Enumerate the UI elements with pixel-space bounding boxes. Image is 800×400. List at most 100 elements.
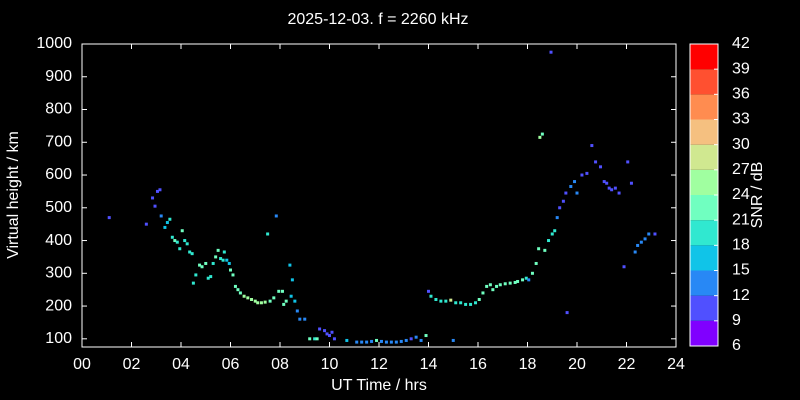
data-point <box>272 296 276 300</box>
data-point <box>236 288 240 292</box>
data-point <box>503 282 507 286</box>
colorbar-bin <box>690 144 718 170</box>
data-point <box>375 338 379 342</box>
colorbar-bin <box>690 270 718 296</box>
colorbar-tick-label: 33 <box>732 111 750 128</box>
data-point <box>198 263 202 267</box>
data-point <box>449 298 453 302</box>
data-point <box>211 261 215 265</box>
data-point <box>565 311 569 315</box>
data-point <box>216 248 220 252</box>
data-point <box>394 340 398 344</box>
data-point <box>155 189 159 193</box>
data-point <box>429 294 433 298</box>
data-point <box>521 278 525 282</box>
colorbar-tick-label: 36 <box>732 86 750 103</box>
x-axis-label: UT Time / hrs <box>331 377 427 394</box>
data-point <box>250 298 254 302</box>
data-point <box>384 340 388 344</box>
data-point <box>414 335 418 339</box>
colorbar-bin <box>690 169 718 195</box>
data-point <box>459 301 463 305</box>
data-point <box>643 237 647 241</box>
data-point <box>564 191 568 195</box>
colorbar-bin <box>690 119 718 145</box>
data-point <box>454 301 458 305</box>
data-point <box>464 302 468 306</box>
data-point <box>253 299 257 303</box>
data-point <box>636 243 640 247</box>
colorbar-bin <box>690 295 718 321</box>
colorbar-bin <box>690 94 718 120</box>
data-point <box>605 181 609 185</box>
data-point <box>222 250 226 254</box>
data-point <box>180 229 184 233</box>
data-point <box>488 283 492 287</box>
data-point <box>516 279 520 283</box>
data-point <box>188 250 192 254</box>
data-point <box>495 284 499 288</box>
y-tick-label: 800 <box>45 101 72 118</box>
y-tick-label: 100 <box>45 330 72 347</box>
data-point <box>547 239 551 243</box>
data-point <box>345 338 349 342</box>
colorbar-tick-label: 27 <box>732 161 750 178</box>
data-point <box>540 132 544 136</box>
data-point <box>190 252 194 256</box>
x-tick-label: 14 <box>420 356 438 373</box>
data-point <box>315 337 319 341</box>
data-point <box>280 289 284 293</box>
data-point <box>242 294 246 298</box>
data-point <box>256 301 260 305</box>
colorbar-bin <box>690 44 718 70</box>
data-point <box>444 299 448 303</box>
data-point <box>225 258 229 262</box>
data-point <box>159 214 163 218</box>
y-tick-label: 1000 <box>36 35 72 52</box>
data-point <box>151 196 155 200</box>
data-point <box>594 160 598 164</box>
data-point <box>647 232 651 236</box>
data-point <box>214 255 218 259</box>
data-point <box>491 288 495 292</box>
data-point <box>633 250 637 254</box>
data-point <box>451 338 455 342</box>
data-point <box>602 180 606 184</box>
colorbar-bin <box>690 245 718 271</box>
data-point <box>485 284 489 288</box>
x-tick-label: 08 <box>271 356 289 373</box>
data-point <box>263 300 267 304</box>
x-tick-label: 16 <box>469 356 487 373</box>
colorbar-bin <box>690 320 718 346</box>
data-point <box>626 160 630 164</box>
data-point <box>165 221 169 225</box>
data-point <box>534 261 538 265</box>
data-point <box>284 299 288 303</box>
y-tick-label: 200 <box>45 297 72 314</box>
data-point <box>274 214 278 218</box>
data-point <box>639 240 643 244</box>
data-point <box>629 181 633 185</box>
data-point <box>144 222 148 226</box>
colorbar-tick-label: 18 <box>732 237 750 254</box>
data-point <box>328 334 331 338</box>
data-point <box>538 135 542 139</box>
data-point <box>221 258 225 262</box>
data-point <box>553 229 557 233</box>
data-point <box>613 186 617 190</box>
data-point <box>313 337 317 341</box>
data-point <box>330 330 334 334</box>
data-point <box>191 281 195 285</box>
data-point <box>419 338 423 342</box>
x-tick-label: 24 <box>667 356 685 373</box>
data-point <box>308 337 312 341</box>
data-point <box>288 263 292 267</box>
data-point <box>481 291 485 295</box>
data-point <box>434 298 438 302</box>
y-axis-label: Virtual height / km <box>5 131 22 259</box>
chart-title: 2025-12-03. f = 2260 kHz <box>287 11 468 28</box>
data-point <box>200 265 204 269</box>
colorbar-bin <box>690 220 718 246</box>
data-point <box>424 334 428 338</box>
data-point <box>219 257 223 261</box>
